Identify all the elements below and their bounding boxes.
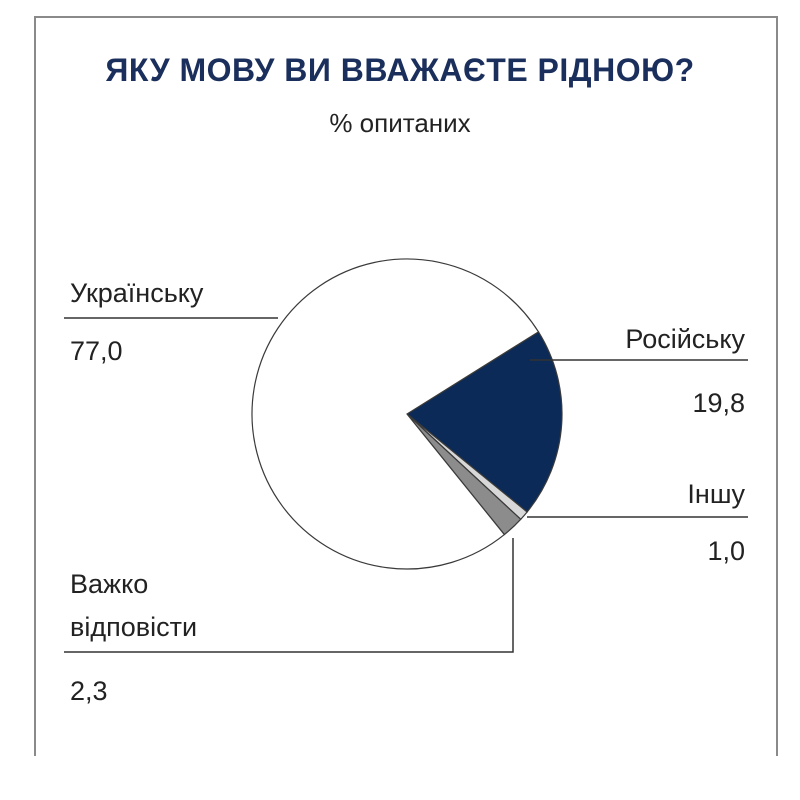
chart-title: ЯКУ МОВУ ВИ ВВАЖАЄТЕ РІДНОЮ? bbox=[105, 52, 695, 88]
chart-subtitle: % опитаних bbox=[329, 108, 471, 138]
slice-label-3-line-1: Важко bbox=[70, 569, 148, 599]
slice-label-4: Українську bbox=[70, 278, 204, 308]
slice-value-3: 2,3 bbox=[70, 676, 108, 706]
pie-slice-4 bbox=[251, 258, 540, 570]
slice-label-1: Російську bbox=[625, 324, 745, 354]
slice-value-2: 1,0 bbox=[707, 536, 745, 566]
chart-frame bbox=[34, 16, 778, 756]
slice-value-4: 77,0 bbox=[70, 336, 123, 366]
leader-line-3 bbox=[64, 538, 514, 653]
slice-label-3-line-2: відповісти bbox=[70, 612, 197, 642]
slice-label-2: Іншу bbox=[687, 479, 745, 509]
slice-value-1: 19,8 bbox=[692, 388, 745, 418]
pie-slice-1 bbox=[405, 331, 563, 513]
